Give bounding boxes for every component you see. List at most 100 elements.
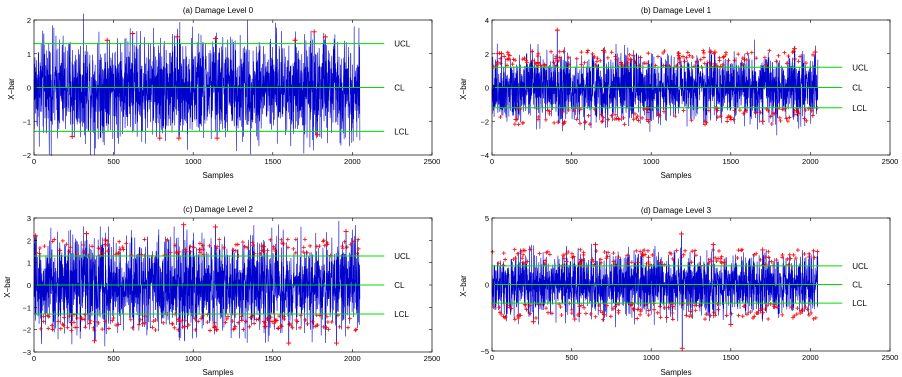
outlier-marker xyxy=(726,58,731,63)
outlier-marker xyxy=(662,49,667,54)
outlier-marker xyxy=(784,116,789,121)
outlier-marker xyxy=(562,120,567,125)
outlier-marker xyxy=(684,313,689,318)
outlier-marker xyxy=(490,249,495,254)
outlier-marker xyxy=(791,46,797,52)
outlier-marker xyxy=(719,254,724,259)
outlier-marker xyxy=(796,59,801,64)
outlier-marker xyxy=(702,61,707,66)
outlier-marker xyxy=(673,114,678,119)
outlier-marker xyxy=(683,248,688,253)
outlier-marker xyxy=(507,57,512,62)
outlier-marker xyxy=(744,58,749,63)
outlier-marker xyxy=(661,51,666,56)
outlier-marker xyxy=(528,303,533,308)
outlier-marker xyxy=(96,320,101,325)
outlier-marker xyxy=(634,248,639,253)
outlier-marker xyxy=(709,259,714,264)
outlier-marker xyxy=(595,56,600,61)
outlier-marker xyxy=(198,250,203,255)
outlier-marker xyxy=(293,237,298,242)
outlier-marker xyxy=(302,237,307,242)
y-tick-label: −2 xyxy=(480,117,489,126)
outlier-marker xyxy=(579,62,584,67)
outlier-marker xyxy=(321,324,326,329)
outlier-marker xyxy=(285,245,290,250)
outlier-marker xyxy=(644,261,649,266)
outlier-marker xyxy=(664,315,669,320)
outlier-marker xyxy=(587,122,592,127)
outlier-marker xyxy=(811,248,816,253)
outlier-marker xyxy=(105,243,110,248)
outlier-marker xyxy=(635,316,640,321)
outlier-marker xyxy=(153,328,158,333)
outlier-marker xyxy=(290,325,295,330)
outlier-marker xyxy=(188,249,193,254)
outlier-marker xyxy=(511,257,516,262)
outlier-marker xyxy=(740,247,745,252)
outlier-marker xyxy=(640,115,645,120)
outlier-marker xyxy=(679,345,685,351)
x-tick-label: 2000 xyxy=(344,354,361,363)
outlier-marker xyxy=(116,250,121,255)
outlier-marker xyxy=(230,319,235,324)
y-tick-label: 0 xyxy=(27,84,31,93)
outlier-marker xyxy=(88,318,93,323)
outlier-marker xyxy=(329,319,334,324)
y-tick-label: 4 xyxy=(485,16,489,25)
outlier-marker xyxy=(593,62,598,67)
outlier-marker xyxy=(685,50,690,55)
outlier-marker xyxy=(286,340,292,346)
outlier-marker xyxy=(533,61,538,66)
outlier-marker xyxy=(736,52,741,57)
outlier-marker xyxy=(766,249,771,254)
outlier-marker xyxy=(698,57,703,62)
outlier-marker xyxy=(613,304,618,309)
outlier-marker xyxy=(687,314,692,319)
outlier-marker xyxy=(92,319,97,324)
outlier-marker xyxy=(567,62,572,67)
outlier-marker xyxy=(787,115,792,120)
outlier-marker xyxy=(644,61,649,66)
outlier-marker xyxy=(740,62,745,67)
outlier-marker xyxy=(258,251,263,256)
outlier-marker xyxy=(65,325,70,330)
outlier-marker xyxy=(775,106,780,111)
outlier-marker xyxy=(69,328,74,333)
y-axis-label: X−bar xyxy=(459,275,468,297)
outlier-marker xyxy=(631,117,636,122)
outlier-marker xyxy=(120,245,125,250)
outlier-marker xyxy=(788,256,793,261)
outlier-marker xyxy=(311,29,317,35)
outlier-marker xyxy=(760,247,766,253)
x-axis-label: Samples xyxy=(660,171,691,180)
outlier-marker xyxy=(708,49,713,54)
limit-label: LCL xyxy=(852,104,867,113)
outlier-marker xyxy=(616,310,621,315)
y-axis-label: X−bar xyxy=(3,276,12,298)
outlier-marker xyxy=(324,325,329,330)
outlier-marker xyxy=(276,326,281,331)
outlier-marker xyxy=(754,56,759,61)
outlier-marker xyxy=(785,257,790,262)
outlier-marker xyxy=(524,60,529,65)
y-tick-label: 0 xyxy=(485,281,489,290)
outlier-marker xyxy=(777,115,782,120)
y-tick-label: 5 xyxy=(485,214,489,223)
outlier-marker xyxy=(96,246,101,251)
outlier-marker xyxy=(657,304,662,309)
outlier-marker xyxy=(527,311,532,316)
outlier-marker xyxy=(503,314,508,319)
limit-label: LCL xyxy=(394,310,409,319)
outlier-marker xyxy=(168,250,173,255)
outlier-marker xyxy=(659,260,664,265)
outlier-marker xyxy=(143,320,148,325)
outlier-marker xyxy=(670,256,675,261)
outlier-marker xyxy=(602,312,607,317)
outlier-marker xyxy=(764,62,769,67)
outlier-marker xyxy=(100,327,105,332)
outlier-marker xyxy=(802,251,807,256)
outlier-marker xyxy=(193,327,198,332)
outlier-marker xyxy=(792,112,797,117)
outlier-marker xyxy=(536,117,541,122)
